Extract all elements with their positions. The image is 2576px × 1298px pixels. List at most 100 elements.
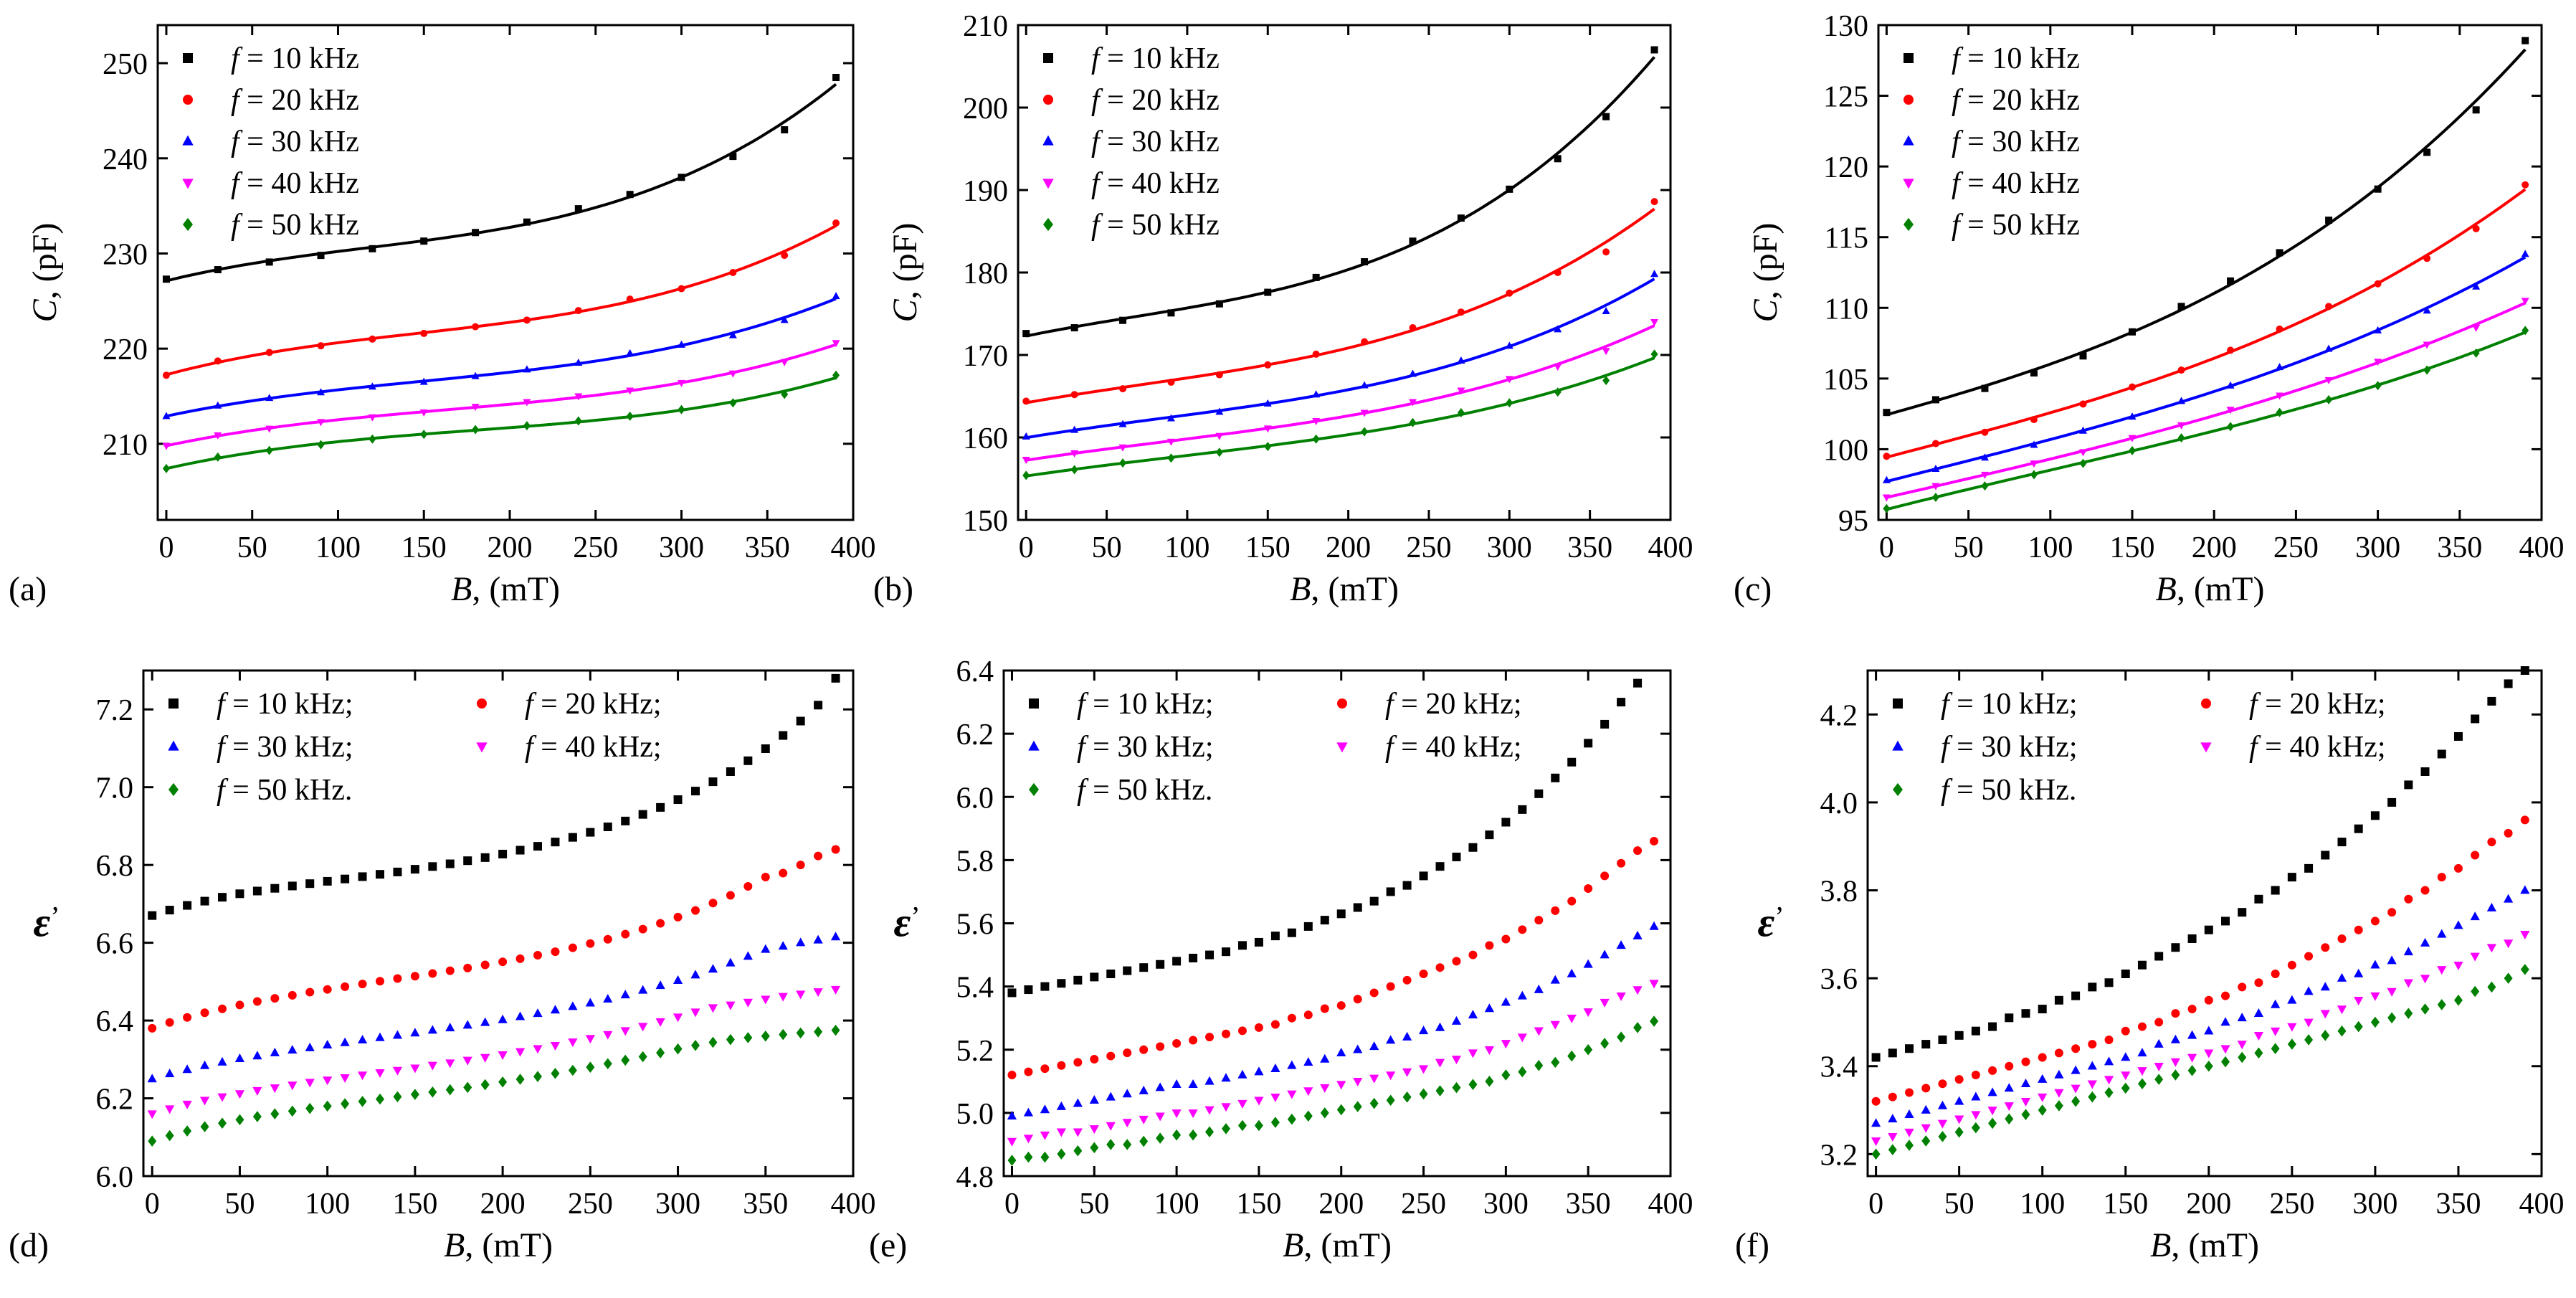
data-point — [1166, 438, 1175, 446]
data-point — [1287, 1113, 1296, 1125]
legend-label: f = 30 kHz — [1091, 125, 1220, 158]
data-point — [1602, 348, 1610, 356]
data-point — [1904, 1128, 1914, 1137]
data-point — [323, 985, 332, 994]
legend-marker — [1903, 135, 1914, 146]
x-axis-label: B, (mT) — [2156, 570, 2265, 608]
data-point — [1408, 369, 1417, 377]
legend-label-text: = 50 kHz — [1100, 209, 1220, 242]
data-point — [726, 1001, 736, 1010]
y-tick-label: 230 — [103, 238, 148, 271]
data-point — [183, 1125, 192, 1137]
data-point — [1353, 1101, 1362, 1112]
series-f50 — [1883, 326, 2529, 513]
y-tick-label: 170 — [963, 340, 1008, 373]
data-point — [1937, 1100, 1948, 1109]
data-point — [1369, 1097, 1379, 1109]
data-point — [1554, 269, 1562, 276]
y-tick-label: 105 — [1823, 364, 1868, 397]
data-point — [217, 1056, 227, 1066]
x-tick-label: 400 — [2519, 1188, 2565, 1221]
y-axis-label: C, (pF) — [1746, 223, 1784, 323]
data-point — [1518, 805, 1527, 814]
data-point — [420, 430, 428, 440]
data-point — [2374, 381, 2382, 391]
data-point — [1118, 420, 1127, 427]
legend-item-f10: f = 10 kHz — [183, 42, 359, 75]
data-point — [1205, 1126, 1215, 1138]
y-tick-label: 3.2 — [1820, 1139, 1858, 1172]
data-point — [2177, 303, 2185, 311]
data-point — [148, 1135, 157, 1147]
data-point — [2370, 916, 2380, 926]
data-point — [1189, 1129, 1198, 1141]
data-point — [1204, 1106, 1215, 1115]
data-point — [2521, 250, 2529, 257]
data-point — [2154, 1038, 2164, 1048]
x-tick-label: 50 — [1954, 531, 1984, 564]
fit-line — [166, 297, 837, 418]
data-point — [1237, 1069, 1247, 1079]
data-point — [270, 1108, 280, 1120]
data-point — [1156, 1132, 1165, 1144]
data-point — [235, 1000, 244, 1010]
data-point — [214, 452, 222, 462]
legend-item-f20: f = 20 kHz — [1904, 84, 2080, 117]
data-point — [523, 218, 531, 226]
data-point — [1534, 1027, 1544, 1036]
legend-marker — [1029, 698, 1039, 709]
data-point — [1336, 909, 1346, 919]
data-point — [2522, 181, 2529, 189]
legend-marker — [1043, 53, 1053, 63]
legend-item-f30: f = 30 kHz — [182, 125, 359, 158]
data-point — [2437, 873, 2446, 882]
data-point — [1551, 906, 1560, 915]
legend-item-f10: f = 10 kHz — [1904, 42, 2080, 75]
data-point — [1633, 846, 1643, 856]
data-point — [445, 1023, 455, 1032]
legend-marker — [183, 217, 193, 232]
data-point — [427, 1025, 437, 1034]
x-tick-label: 50 — [237, 531, 267, 564]
data-point — [1938, 1035, 1947, 1044]
data-point — [1189, 953, 1198, 962]
data-point — [420, 329, 428, 337]
data-point — [678, 404, 685, 414]
data-point — [1980, 453, 1989, 461]
fit-line — [1025, 324, 1655, 462]
x-tick-label: 50 — [1092, 531, 1122, 564]
data-point — [761, 944, 771, 953]
data-point — [1954, 1115, 1964, 1124]
y-axis-label: C, (pF) — [26, 223, 64, 323]
y-tick-label: 6.6 — [96, 928, 134, 961]
y-axis-label-var: C — [26, 298, 64, 322]
data-point — [2354, 1020, 2363, 1033]
y-axis-label-prime: ’ — [1774, 901, 1784, 933]
data-point — [533, 950, 542, 960]
data-point — [2177, 366, 2185, 374]
data-point — [1360, 409, 1369, 417]
data-point — [2437, 999, 2446, 1010]
y-axis-label: ε’ — [1757, 899, 1784, 946]
data-point — [2503, 939, 2514, 949]
data-point — [2471, 714, 2480, 724]
data-point — [2453, 920, 2463, 929]
x-tick-label: 350 — [2435, 1188, 2481, 1221]
data-point — [2276, 325, 2283, 333]
data-point — [1139, 1115, 1149, 1124]
data-point — [1931, 492, 1939, 502]
data-point — [2187, 1053, 2197, 1063]
legend: f = 10 kHz f = 20 kHz f = 30 kHz f = 40 kHz… — [1042, 42, 1220, 242]
data-point — [1171, 1109, 1182, 1119]
data-point — [574, 393, 583, 401]
data-point — [1215, 371, 1223, 379]
y-tick-label: 220 — [103, 333, 148, 366]
legend-label: f = 50 kHz — [1952, 209, 2080, 242]
data-point — [1506, 289, 1513, 297]
data-point — [2054, 1048, 2063, 1058]
data-point — [603, 1031, 613, 1040]
fit-line — [1025, 207, 1655, 404]
data-point — [2437, 749, 2446, 759]
data-point — [252, 886, 262, 896]
